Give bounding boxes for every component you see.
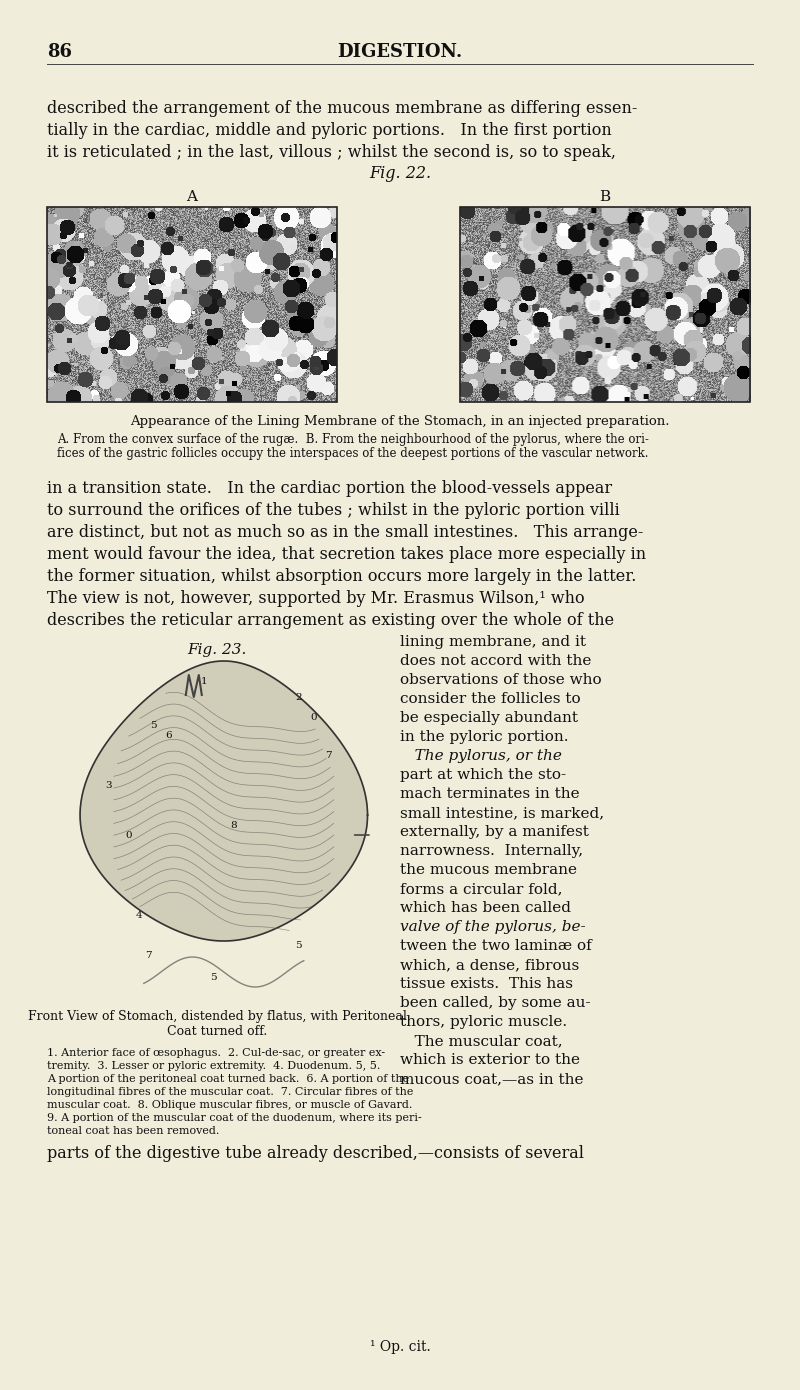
Text: mucous coat,—as in the: mucous coat,—as in the (400, 1072, 583, 1086)
Text: 9. A portion of the muscular coat of the duodenum, where its peri-: 9. A portion of the muscular coat of the… (47, 1113, 422, 1123)
Text: The pylorus, or the: The pylorus, or the (400, 749, 562, 763)
Text: the mucous membrane: the mucous membrane (400, 863, 577, 877)
Text: are distinct, but not as much so as in the small intestines.   This arrange-: are distinct, but not as much so as in t… (47, 524, 643, 541)
Text: part at which the sto-: part at which the sto- (400, 769, 566, 783)
Text: narrowness.  Internally,: narrowness. Internally, (400, 844, 583, 858)
Text: to surround the orifices of the tubes ; whilst in the pyloric portion villi: to surround the orifices of the tubes ; … (47, 502, 620, 518)
Text: consider the follicles to: consider the follicles to (400, 692, 581, 706)
Text: describes the reticular arrangement as existing over the whole of the: describes the reticular arrangement as e… (47, 612, 614, 630)
Text: 1: 1 (201, 677, 207, 687)
Text: does not accord with the: does not accord with the (400, 655, 591, 669)
Text: A. From the convex surface of the rugæ.  B. From the neighbourhood of the pyloru: A. From the convex surface of the rugæ. … (57, 434, 649, 446)
Text: longitudinal fibres of the muscular coat.  7. Circular fibres of the: longitudinal fibres of the muscular coat… (47, 1087, 414, 1097)
Text: in a transition state.   In the cardiac portion the blood-vessels appear: in a transition state. In the cardiac po… (47, 480, 612, 498)
Text: 7: 7 (146, 951, 152, 959)
Text: it is reticulated ; in the last, villous ; whilst the second is, so to speak,: it is reticulated ; in the last, villous… (47, 145, 616, 161)
Text: The muscular coat,: The muscular coat, (400, 1034, 562, 1048)
Text: DIGESTION.: DIGESTION. (338, 43, 462, 61)
Text: toneal coat has been removed.: toneal coat has been removed. (47, 1126, 219, 1136)
Text: 6: 6 (166, 731, 172, 739)
Text: externally, by a manifest: externally, by a manifest (400, 826, 589, 840)
Text: ment would favour the idea, that secretion takes place more especially in: ment would favour the idea, that secreti… (47, 546, 646, 563)
Text: 5: 5 (210, 973, 217, 981)
Text: been called, by some au-: been called, by some au- (400, 997, 590, 1011)
Text: observations of those who: observations of those who (400, 673, 602, 687)
Text: small intestine, is marked,: small intestine, is marked, (400, 806, 604, 820)
Text: tremity.  3. Lesser or pyloric extremity.  4. Duodenum. 5, 5.: tremity. 3. Lesser or pyloric extremity.… (47, 1061, 380, 1072)
Text: Appearance of the Lining Membrane of the Stomach, in an injected preparation.: Appearance of the Lining Membrane of the… (130, 416, 670, 428)
Text: 4: 4 (135, 910, 142, 920)
Bar (47, 207, 337, 402)
Text: which, a dense, fibrous: which, a dense, fibrous (400, 958, 579, 972)
Text: which is exterior to the: which is exterior to the (400, 1054, 580, 1068)
Text: 1. Anterior face of œsophagus.  2. Cul-de-sac, or greater ex-: 1. Anterior face of œsophagus. 2. Cul-de… (47, 1048, 385, 1058)
Text: Fig. 22.: Fig. 22. (369, 165, 431, 182)
Text: 7: 7 (326, 751, 332, 759)
Text: lining membrane, and it: lining membrane, and it (400, 635, 586, 649)
Text: 2: 2 (295, 692, 302, 702)
Text: in the pyloric portion.: in the pyloric portion. (400, 730, 569, 744)
Text: Fig. 23.: Fig. 23. (187, 644, 246, 657)
Text: valve of the pylorus, be-: valve of the pylorus, be- (400, 920, 586, 934)
Text: tially in the cardiac, middle and pyloric portions.   In the first portion: tially in the cardiac, middle and pylori… (47, 122, 612, 139)
Text: 5: 5 (295, 941, 302, 949)
Bar (47, 662, 387, 1002)
Bar (460, 207, 750, 402)
Text: B: B (599, 190, 610, 204)
Text: 5: 5 (150, 720, 157, 730)
Text: 8: 8 (230, 820, 237, 830)
Text: Front View of Stomach, distended by flatus, with Peritoneal
Coat turned off.: Front View of Stomach, distended by flat… (27, 1011, 406, 1038)
Text: 0: 0 (126, 830, 132, 840)
Text: forms a circular fold,: forms a circular fold, (400, 883, 562, 897)
Text: the former situation, whilst absorption occurs more largely in the latter.: the former situation, whilst absorption … (47, 569, 636, 585)
Text: which has been called: which has been called (400, 901, 571, 915)
Text: 3: 3 (106, 781, 112, 790)
Polygon shape (80, 662, 367, 941)
Text: ¹ Op. cit.: ¹ Op. cit. (370, 1340, 430, 1354)
Text: described the arrangement of the mucous membrane as differing essen-: described the arrangement of the mucous … (47, 100, 638, 117)
Text: fices of the gastric follicles occupy the interspaces of the deepest portions of: fices of the gastric follicles occupy th… (57, 448, 649, 460)
Text: 86: 86 (47, 43, 72, 61)
Text: tissue exists.  This has: tissue exists. This has (400, 977, 573, 991)
Text: parts of the digestive tube already described,—consists of several: parts of the digestive tube already desc… (47, 1145, 584, 1162)
Text: The view is not, however, supported by Mr. Erasmus Wilson,¹ who: The view is not, however, supported by M… (47, 589, 585, 607)
Text: mach terminates in the: mach terminates in the (400, 787, 580, 801)
Text: be especially abundant: be especially abundant (400, 712, 578, 726)
Text: muscular coat.  8. Oblique muscular fibres, or muscle of Gavard.: muscular coat. 8. Oblique muscular fibre… (47, 1099, 412, 1111)
Text: A: A (186, 190, 198, 204)
Text: 0: 0 (310, 713, 317, 721)
Text: tween the two laminæ of: tween the two laminæ of (400, 940, 592, 954)
Text: thors, pyloric muscle.: thors, pyloric muscle. (400, 1015, 567, 1029)
Text: A portion of the peritoneal coat turned back.  6. A portion of the: A portion of the peritoneal coat turned … (47, 1074, 409, 1084)
